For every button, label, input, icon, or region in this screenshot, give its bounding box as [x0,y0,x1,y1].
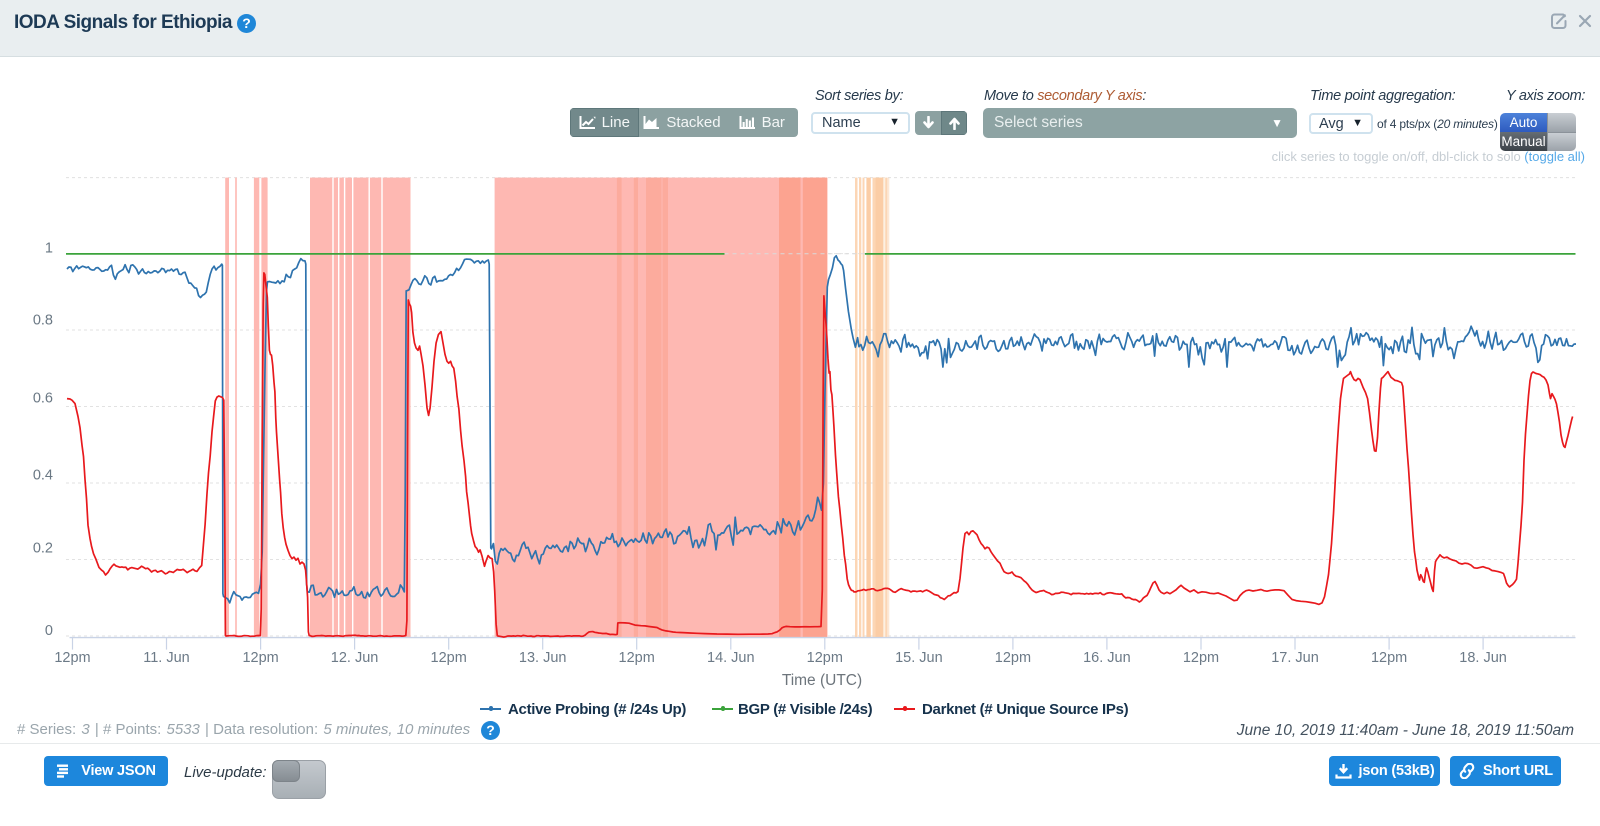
svg-text:Time (UTC): Time (UTC) [782,672,862,689]
svg-text:12pm: 12pm [242,650,278,666]
svg-text:12pm: 12pm [807,650,843,666]
svg-text:11. Jun: 11. Jun [143,650,190,666]
svg-text:12pm: 12pm [54,650,90,666]
svg-text:12pm: 12pm [995,650,1031,666]
svg-text:12pm: 12pm [431,650,467,666]
svg-text:0.2: 0.2 [33,541,53,557]
svg-text:17. Jun: 17. Jun [1271,650,1319,666]
svg-text:15. Jun: 15. Jun [895,650,943,666]
svg-text:13. Jun: 13. Jun [519,650,567,666]
svg-text:18. Jun: 18. Jun [1459,650,1507,666]
svg-text:12pm: 12pm [1183,650,1219,666]
svg-text:12pm: 12pm [1371,650,1407,666]
svg-text:16. Jun: 16. Jun [1083,650,1131,666]
svg-text:0: 0 [45,623,53,639]
svg-text:1: 1 [45,241,53,257]
svg-text:12. Jun: 12. Jun [331,650,379,666]
svg-text:0.6: 0.6 [33,391,53,407]
svg-text:12pm: 12pm [619,650,655,666]
svg-text:14. Jun: 14. Jun [707,650,755,666]
svg-text:0.8: 0.8 [33,313,53,329]
svg-text:0.4: 0.4 [33,468,53,484]
